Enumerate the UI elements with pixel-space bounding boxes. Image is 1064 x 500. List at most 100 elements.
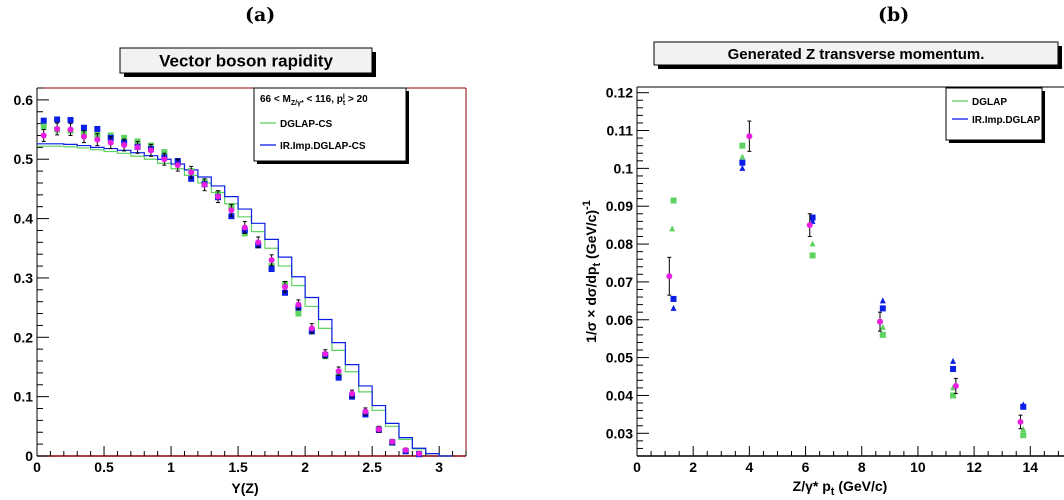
data-point-circle [806, 222, 813, 229]
data-point-circle [214, 193, 221, 200]
data-point-square [94, 125, 101, 132]
data-point-square [1020, 432, 1027, 439]
data-point-circle [255, 239, 262, 246]
data-point-square [268, 266, 275, 273]
data-point-circle [147, 147, 154, 154]
title-box [653, 41, 1059, 66]
data-point-circle [67, 126, 74, 133]
data-point-square [739, 142, 746, 149]
data-point-circle [362, 408, 369, 415]
data-point-square [80, 124, 87, 131]
data-point-circle [201, 181, 208, 188]
y-tick-label: 0.2 [14, 329, 34, 345]
data-point-circle [241, 224, 248, 231]
data-point-circle [322, 350, 329, 357]
data-point-circle [666, 273, 673, 280]
data-point-circle [268, 257, 275, 264]
x-tick-label: 0.5 [94, 459, 114, 475]
legend-entry-label: IR.Imp.DGLAP [972, 115, 1041, 126]
data-point-circle [228, 207, 235, 214]
y-tick-label: 0.03 [606, 425, 633, 441]
legend-box [945, 87, 1043, 141]
data-point-circle [134, 144, 141, 151]
x-tick-label: 6 [802, 459, 810, 475]
x-axis-label: Y(Z) [231, 480, 258, 496]
chart-pt: Generated Z transverse momentum. 0 2 4 6 8 10 1… [581, 41, 1064, 498]
data-point-circle [295, 301, 302, 308]
data-point-square [809, 214, 816, 221]
x-tick-label: 1.5 [228, 459, 248, 475]
x-tick-label: 12 [966, 459, 982, 475]
data-point-circle [54, 125, 61, 132]
legend-box [253, 87, 407, 162]
y-tick-label: 0.3 [14, 270, 34, 286]
data-point-circle [952, 382, 959, 389]
x-tick-label: 8 [858, 459, 866, 475]
y-tick-label: 0.1 [14, 389, 34, 405]
data-point-square [121, 134, 128, 141]
data-point-square [188, 175, 195, 182]
data-point-triangle [1020, 401, 1027, 408]
data-point-square [54, 116, 61, 123]
y-tick-label: 0.11 [607, 123, 634, 139]
y-tick-label: 0.07 [606, 274, 633, 290]
chart-title: Generated Z transverse momentum. [728, 46, 985, 63]
chart-rapidity: Vector boson rapidity 0 0.5 1 1.5 2 2.5 3 0 0.1 0.… [14, 47, 467, 496]
data-point-square [950, 365, 957, 372]
data-point-triangle [739, 153, 746, 160]
y-tick-label: 0.09 [606, 198, 633, 214]
x-tick-label: 2 [301, 459, 309, 475]
data-point-circle [161, 156, 168, 163]
data-point-circle [188, 169, 195, 176]
histogram-ir-imp-dglap-cs [37, 143, 453, 457]
data-point-circle [40, 132, 47, 139]
data-point-circle [282, 283, 289, 290]
title-box [119, 47, 373, 74]
series-green-squares [40, 123, 423, 457]
x-tick-label: 1 [167, 459, 175, 475]
series-black-data-points [40, 122, 423, 457]
x-tick-label: 0 [633, 459, 641, 475]
y-tick-label: 0.1 [614, 160, 634, 176]
data-point-square [950, 392, 957, 399]
data-point-square [670, 197, 677, 204]
legend-entry-label: IR.Imp.DGLAP-CS [280, 141, 366, 152]
data-point-circle [349, 390, 356, 397]
data-point-circle [94, 136, 101, 143]
data-point-circle [389, 438, 396, 445]
data-point-square [809, 252, 816, 259]
data-point-circle [1017, 418, 1024, 425]
data-point-circle [375, 426, 382, 433]
panel-label-b: (b) [878, 4, 910, 26]
legend-entry-label: DGLAP [972, 97, 1007, 108]
data-point-triangle [669, 225, 676, 232]
data-point-square [282, 289, 289, 296]
data-point-square [295, 310, 302, 317]
data-point-circle [416, 450, 423, 457]
y-axis-label: 1/σ × dσ/dpt (GeV/c)-1 [581, 200, 603, 343]
y-tick-label: 0.05 [606, 350, 633, 366]
x-tick-label: 2.5 [362, 459, 382, 475]
legend-header: 66 < MZ/γ* < 116, pl t > 20 [260, 94, 368, 107]
y-tick-label: 0.6 [14, 92, 34, 108]
legend-entry-label: DGLAP-CS [280, 119, 333, 130]
y-tick-label: 0.12 [606, 85, 633, 101]
data-point-triangle [950, 384, 957, 391]
x-axis-label: Z/γ* pt (GeV/c) [793, 478, 888, 498]
data-point-square [335, 374, 342, 381]
data-point-circle [308, 325, 315, 332]
y-tick-label: 0 [25, 448, 33, 464]
data-point-circle [746, 133, 753, 140]
data-point-triangle [809, 240, 816, 247]
x-tick-label: 14 [1023, 459, 1039, 475]
data-point-circle [402, 447, 409, 454]
series-green-squares [670, 142, 1027, 439]
data-point-circle [174, 162, 181, 169]
data-point-triangle [809, 217, 816, 224]
data-point-triangle [950, 357, 957, 364]
data-point-triangle [879, 297, 886, 304]
series-black-data-points [666, 120, 1024, 430]
series-blue-triangles [670, 164, 1027, 408]
histogram-dglap-cs [37, 145, 453, 457]
